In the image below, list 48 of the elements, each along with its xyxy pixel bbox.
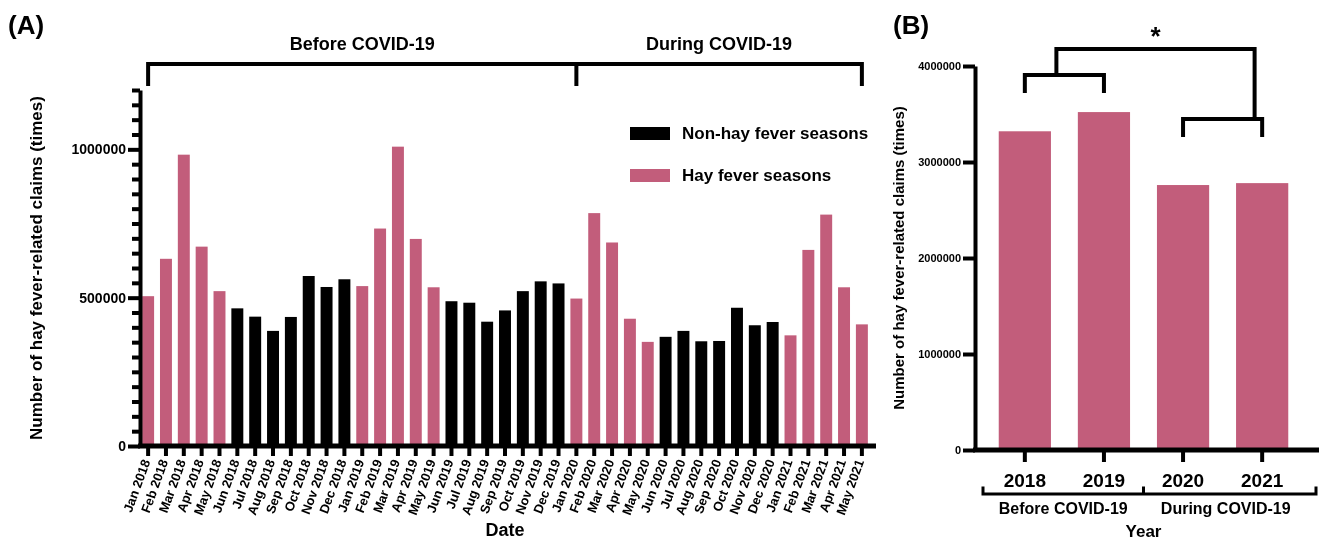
x-tick-label: 2019: [1082, 470, 1126, 492]
bar: [784, 335, 797, 446]
bar: [838, 287, 851, 446]
bar: [427, 287, 440, 446]
bar: [213, 291, 226, 446]
bar: [356, 286, 369, 446]
x-axis-title: Year: [1125, 522, 1162, 541]
y-tick-label: 1000000: [918, 348, 961, 361]
bar: [374, 228, 387, 446]
bar: [1077, 112, 1131, 450]
y-tick-label: 500000: [79, 289, 127, 306]
y-tick-label: 3000000: [918, 156, 961, 169]
bar: [623, 318, 636, 446]
bar: [570, 298, 583, 446]
bar: [391, 146, 404, 446]
bar: [159, 258, 172, 446]
text: Before COVID-19: [998, 500, 1128, 517]
bar: [820, 214, 833, 446]
y-axis-title: Number of hay fever-related claims (times): [27, 96, 46, 440]
y-tick-label: 0: [954, 444, 961, 457]
x-axis-title: Date: [485, 520, 525, 540]
bar: [409, 238, 422, 446]
chart-title: (A): [8, 10, 45, 40]
bar: [1156, 185, 1210, 450]
text: During COVID-19: [646, 34, 793, 54]
y-axis-title: Number of hay fever-related claims (times): [890, 106, 907, 410]
y-tick-label: 0: [118, 437, 127, 454]
x-tick-label: 2020: [1161, 470, 1205, 492]
bar: [588, 213, 601, 446]
text: During COVID-19: [1160, 500, 1291, 517]
x-tick-label: 2018: [1003, 470, 1046, 492]
chart-title: (B): [893, 10, 930, 40]
bar: [855, 324, 868, 446]
bar: [998, 131, 1051, 450]
legend-label: Non-hay fever seasons: [682, 124, 869, 143]
bar: [1236, 183, 1289, 450]
y-tick-label: 4000000: [918, 60, 961, 73]
text: *: [1150, 21, 1162, 51]
bar: [802, 249, 815, 446]
legend-label: Hay fever seasons: [682, 166, 832, 185]
x-tick-label: 2021: [1241, 470, 1284, 492]
bar: [177, 154, 190, 446]
text: Before COVID-19: [289, 34, 435, 54]
bar: [606, 242, 619, 446]
bar: [195, 246, 208, 446]
y-tick-label: 2000000: [918, 252, 961, 265]
y-tick-label: 1000000: [71, 141, 127, 158]
bar: [641, 341, 654, 446]
